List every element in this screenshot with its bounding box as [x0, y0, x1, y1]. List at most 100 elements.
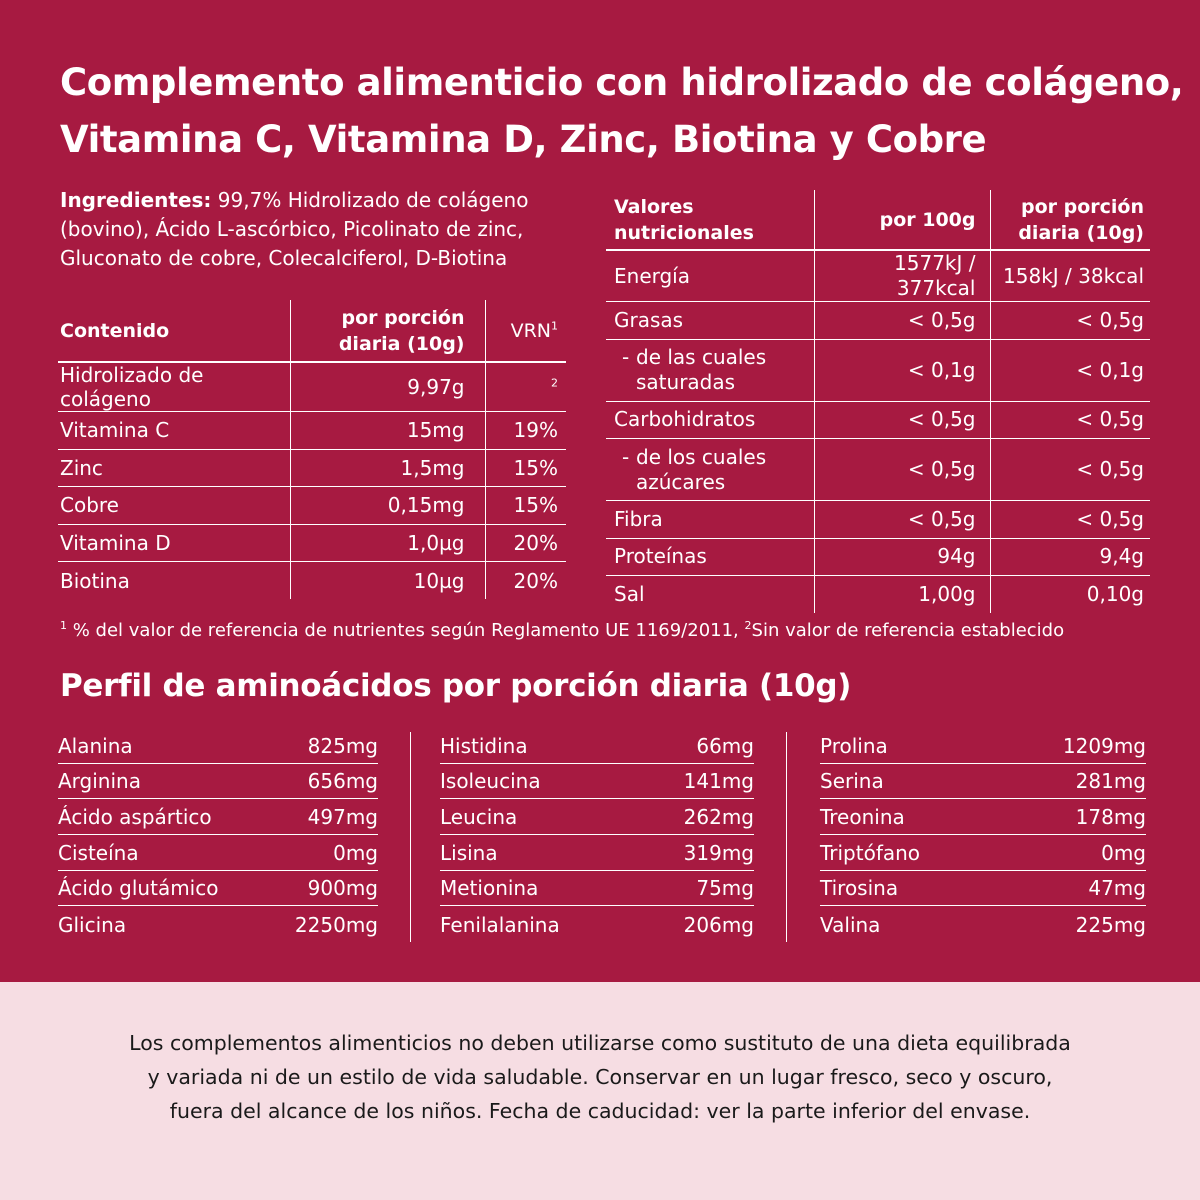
- nutrition-per100: 1577kJ / 377kcal: [813, 250, 990, 302]
- amino-row: Lisina 319mg: [440, 835, 754, 871]
- nutrition-table: Valores nutricionales por 100g por porci…: [606, 190, 1150, 613]
- footnote-text-1: % del valor de referencia de nutrientes …: [67, 620, 739, 641]
- contenido-row: Vitamina D 1,0µg 20%: [58, 524, 566, 562]
- contenido-header-vrn: VRN1: [484, 300, 566, 362]
- nutrition-name: Carbohidratos: [614, 407, 756, 432]
- contenido-vrn: 20%: [484, 524, 566, 562]
- contenido-row: Hidrolizado de colágeno 9,97g 2: [58, 362, 566, 412]
- ingredients-label: Ingredientes:: [60, 188, 212, 212]
- amino-row: Histidina 66mg: [440, 728, 754, 764]
- contenido-name: Vitamina D: [60, 530, 171, 555]
- nutrition-portion: < 0,1g: [989, 339, 1150, 401]
- amino-column-3: Prolina 1209mg Serina 281mg Treonina 178mg Tri…: [820, 728, 1146, 942]
- amino-row: Leucina 262mg: [440, 799, 754, 836]
- amino-row: Arginina 656mg: [58, 764, 378, 800]
- nutrition-portion: < 0,5g: [989, 401, 1150, 439]
- contenido-name: Biotina: [60, 568, 130, 593]
- title-line-2: Vitamina C, Vitamina D, Zinc, Biotina y …: [60, 118, 987, 161]
- amino-row: Ácido glutámico 900mg: [58, 871, 378, 907]
- amino-row: Isoleucina 141mg: [440, 764, 754, 800]
- nutrition-dash: -: [622, 345, 630, 369]
- amino-row: Ácido aspártico 497mg: [58, 799, 378, 836]
- amino-name: Metionina: [440, 876, 539, 901]
- nutrition-header-per100: por 100g: [813, 190, 990, 250]
- contenido-row: Vitamina C 15mg 19%: [58, 411, 566, 449]
- nutrition-portion: 9,4g: [989, 538, 1150, 576]
- amino-name: Glicina: [58, 913, 127, 938]
- contenido-row: Zinc 1,5mg 15%: [58, 449, 566, 487]
- amino-row: Tirosina 47mg: [820, 871, 1146, 907]
- contenido-vrn-value: 20%: [513, 568, 558, 593]
- nutrition-subname-l1: de los cuales: [636, 444, 767, 469]
- amino-column-1: Alanina 825mg Arginina 656mg Ácido aspártico…: [58, 728, 378, 942]
- disclaimer-line-1: Los complementos alimenticios no deben u…: [129, 1031, 1071, 1055]
- contenido-name: Vitamina C: [60, 418, 170, 443]
- amino-name: Valina: [820, 913, 881, 938]
- amino-value: 2250mg: [294, 913, 378, 938]
- amino-name: Arginina: [58, 769, 141, 794]
- nutrition-per100: < 0,5g: [813, 301, 990, 339]
- nutrition-name: Energía: [614, 263, 690, 288]
- nutrition-row: Fibra < 0,5g < 0,5g: [606, 500, 1150, 538]
- amino-value: 66mg: [696, 733, 754, 758]
- nutrition-subname-l1: de las cuales: [636, 345, 767, 369]
- amino-value: 319mg: [683, 840, 754, 865]
- title-line-1: Complemento alimenticio con hidrolizado …: [60, 61, 1184, 104]
- amino-value: 75mg: [696, 876, 754, 901]
- contenido-amount: 0,15mg: [289, 486, 485, 524]
- nutrition-dash: -: [622, 444, 630, 469]
- footnote-text-2: Sin valor de referencia establecido: [751, 620, 1065, 641]
- nutrition-subname-l2: azúcares: [636, 469, 726, 494]
- nutrition-per100: 1,00g: [813, 575, 990, 613]
- amino-title: Perfil de aminoácidos por porción diaria…: [60, 668, 852, 704]
- nutrition-body: Energía 1577kJ / 377kcal 158kJ / 38kcal Gra…: [606, 250, 1150, 613]
- nutrition-row: - de las cuales saturadas < 0,1g < 0,1g: [606, 339, 1150, 401]
- amino-name: Lisina: [440, 840, 498, 865]
- nutrition-portion: < 0,5g: [989, 301, 1150, 339]
- amino-value: 47mg: [1088, 876, 1146, 901]
- contenido-amount: 15mg: [289, 411, 485, 449]
- amino-value: 656mg: [307, 769, 378, 794]
- contenido-name: Cobre: [60, 493, 119, 518]
- nutrition-name: Grasas: [614, 307, 684, 332]
- contenido-row: Cobre 0,15mg 15%: [58, 486, 566, 524]
- nutrition-portion: 158kJ / 38kcal: [989, 250, 1150, 302]
- nutrition-row: Energía 1577kJ / 377kcal 158kJ / 38kcal: [606, 250, 1150, 302]
- nutrition-subname-l2: saturadas: [636, 370, 736, 394]
- amino-value: 497mg: [307, 805, 378, 830]
- contenido-amount: 10µg: [289, 561, 485, 599]
- amino-row: Fenilalanina 206mg: [440, 906, 754, 942]
- nutrition-row: Proteínas 94g 9,4g: [606, 538, 1150, 576]
- contenido-table: Contenido por porción diaria (10g) VRN1 …: [58, 300, 566, 599]
- contenido-header-name: Contenido: [60, 319, 170, 342]
- amino-row: Treonina 178mg: [820, 799, 1146, 836]
- nutrition-per100: < 0,5g: [813, 438, 990, 501]
- amino-row: Cisteína 0mg: [58, 835, 378, 871]
- amino-name: Ácido glutámico: [58, 876, 219, 901]
- contenido-amount: 9,97g: [289, 362, 485, 412]
- amino-divider-1: [410, 732, 411, 942]
- nutrition-header-portion: por porción diaria (10g): [989, 190, 1150, 250]
- nutrition-per100: < 0,5g: [813, 401, 990, 439]
- nutrition-per100: 94g: [813, 538, 990, 576]
- footer-panel: [0, 982, 1200, 1200]
- amino-name: Tirosina: [820, 876, 899, 901]
- amino-name: Treonina: [820, 805, 905, 830]
- nutrition-portion: < 0,5g: [989, 500, 1150, 538]
- contenido-amount: 1,5mg: [289, 449, 485, 487]
- amino-value: 281mg: [1075, 769, 1146, 794]
- amino-value: 900mg: [307, 876, 378, 901]
- label-panel: Complemento alimenticio con hidrolizado …: [0, 0, 1200, 982]
- amino-column-2: Histidina 66mg Isoleucina 141mg Leucina 262mg…: [440, 728, 754, 942]
- nutrition-portion: < 0,5g: [989, 438, 1150, 501]
- footnote: 1 % del valor de referencia de nutriente…: [60, 620, 1160, 641]
- contenido-name: Zinc: [60, 455, 103, 480]
- contenido-vrn: 15%: [484, 486, 566, 524]
- ingredients-list: 99,7% Hidrolizado de colágeno (bovino), …: [60, 188, 529, 270]
- amino-value: 262mg: [683, 805, 754, 830]
- contenido-vrn: 2: [484, 362, 566, 412]
- amino-row: Triptófano 0mg: [820, 835, 1146, 871]
- nutrition-name: Proteínas: [614, 544, 707, 569]
- contenido-vrn-value: 19%: [513, 418, 558, 443]
- amino-row: Metionina 75mg: [440, 871, 754, 907]
